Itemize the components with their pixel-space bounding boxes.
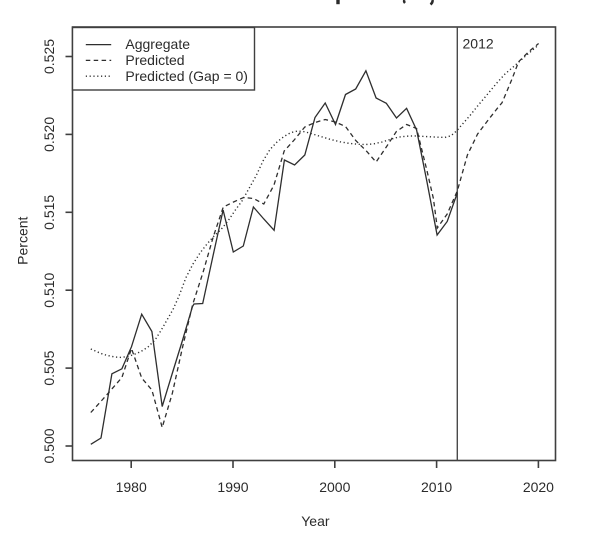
svg-text:2010: 2010 [421,479,452,495]
svg-text:Percent: Percent [15,216,31,264]
svg-text:2000: 2000 [319,479,350,495]
svg-text:2020: 2020 [523,479,554,495]
svg-text:0.500: 0.500 [41,428,57,463]
svg-text:0.525: 0.525 [41,39,57,74]
svg-text:Aggregate: Aggregate [125,36,190,52]
svg-text:0.515: 0.515 [41,195,57,230]
svg-text:Year: Year [301,513,330,529]
svg-text:1990: 1990 [217,479,248,495]
svg-text:0.520: 0.520 [41,117,57,152]
svg-text:2012: 2012 [463,36,494,52]
svg-text:1980: 1980 [116,479,147,495]
svg-text:Predicted: Predicted [125,52,184,68]
svg-text:0.510: 0.510 [41,272,57,307]
svg-text:0.505: 0.505 [41,350,57,385]
svg-text:Predicted (Gap = 0): Predicted (Gap = 0) [125,68,248,84]
